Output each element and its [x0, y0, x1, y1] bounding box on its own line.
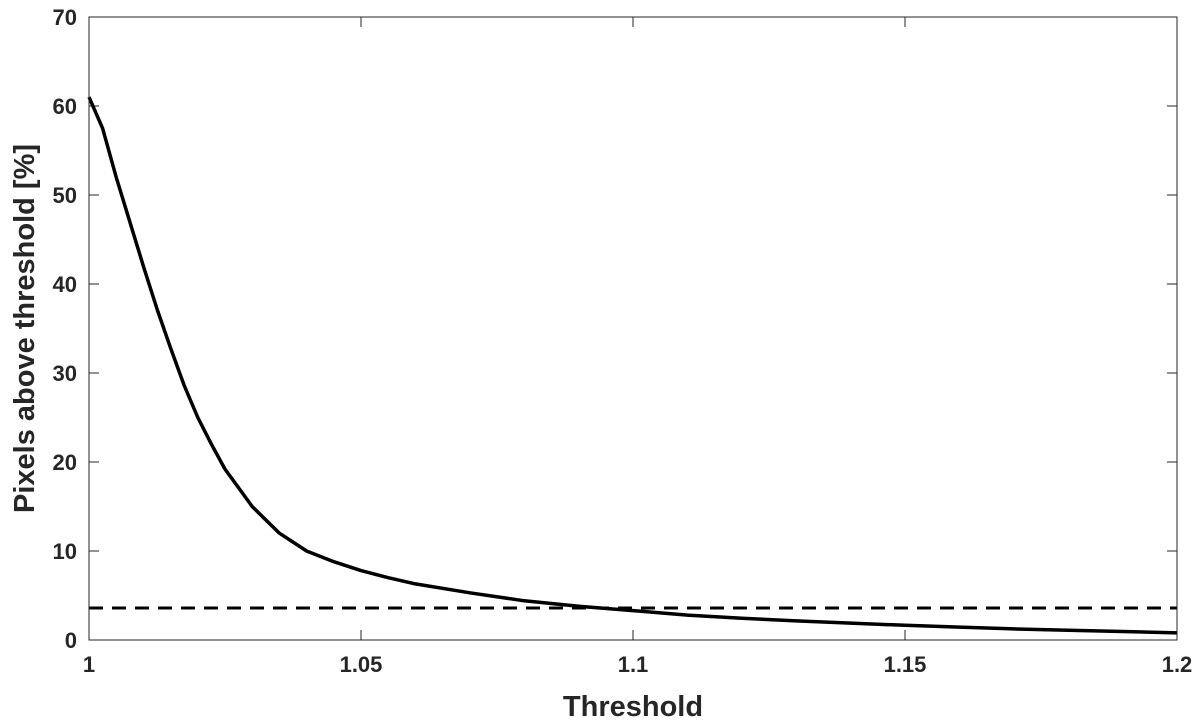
plot-frame: [88, 16, 1178, 641]
y-tick-label: 20: [53, 450, 77, 475]
y-tick-label: 50: [53, 183, 77, 208]
ticks-layer: [88, 16, 1178, 641]
x-tick-label: 1.15: [884, 652, 927, 677]
y-tick-label: 70: [53, 5, 77, 30]
series-line-solid: [87, 96, 1178, 635]
x-tick-label: 1.2: [1162, 652, 1193, 677]
y-tick-label: 40: [53, 272, 77, 297]
x-axis-title: Threshold: [563, 691, 703, 723]
y-tick-label: 10: [53, 539, 77, 564]
y-tick-label: 30: [53, 361, 77, 386]
x-tick-label: 1.1: [618, 652, 649, 677]
x-tick-label: 1: [83, 652, 95, 677]
x-tick-label: 1.05: [340, 652, 383, 677]
y-axis-title: Pixels above threshold [%]: [9, 144, 41, 513]
y-tick-label: 0: [65, 628, 77, 653]
y-tick-label: 60: [53, 94, 77, 119]
series-layer: [87, 96, 1178, 635]
labels-layer: 1 1.05 1.1 1.15 1.2 0 10 20 30 40 50 60 70: [53, 5, 1193, 677]
